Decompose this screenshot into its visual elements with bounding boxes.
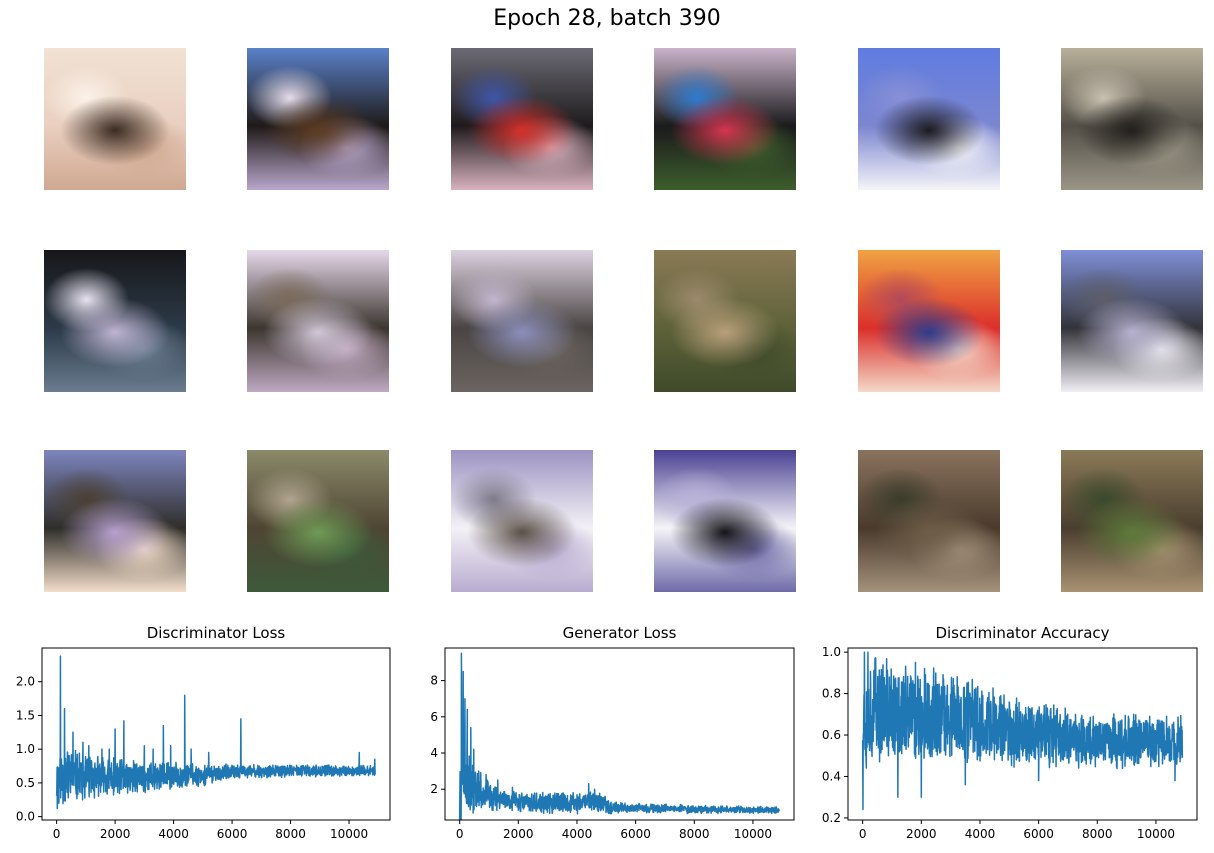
x-tick-label: 2000	[100, 827, 131, 841]
x-tick-label: 10000	[330, 827, 368, 841]
charts-area: Discriminator Loss 0 2000 4000 6000 8000 10000…	[0, 620, 1214, 853]
y-tick-label: 0.4	[822, 769, 841, 783]
x-tick-label: 6000	[620, 827, 651, 841]
chart-title: Discriminator Loss	[147, 624, 286, 642]
x-tick-label: 4000	[965, 827, 996, 841]
generated-sample-14	[247, 450, 389, 592]
generated-sample-15	[451, 450, 593, 592]
y-tick-label: 1.0	[822, 645, 841, 659]
generated-sample-5	[858, 48, 1000, 190]
generated-sample-8	[247, 250, 389, 392]
y-tick-label: 8	[430, 674, 438, 688]
y-tick-label: 0.5	[16, 776, 35, 790]
x-tick-label: 8000	[275, 827, 306, 841]
series-line	[863, 652, 1183, 810]
series-line	[460, 653, 780, 826]
discriminator-loss-chart: Discriminator Loss 0 2000 4000 6000 8000 10000…	[2, 620, 405, 853]
y-tick-label: 0.6	[822, 728, 841, 742]
x-tick-label: 6000	[217, 827, 248, 841]
generated-sample-7	[44, 250, 186, 392]
x-tick-label: 0	[859, 827, 867, 841]
x-tick-label: 10000	[734, 827, 772, 841]
generated-sample-12	[1061, 250, 1203, 392]
generated-sample-1	[44, 48, 186, 190]
y-tick-label: 4	[430, 746, 438, 760]
generated-sample-3	[451, 48, 593, 190]
y-tick-label: 0.2	[822, 811, 841, 825]
y-tick-label: 6	[430, 710, 438, 724]
x-tick-label: 6000	[1023, 827, 1054, 841]
generator-loss-chart: Generator Loss 0 2000 4000 6000 8000 10000 2 4 6 8	[405, 620, 809, 853]
generated-sample-6	[1061, 48, 1203, 190]
discriminator-accuracy-chart: Discriminator Accuracy 0 2000 4000 6000 8000 1…	[808, 620, 1212, 853]
generated-sample-10	[654, 250, 796, 392]
generated-sample-9	[451, 250, 593, 392]
generated-sample-13	[44, 450, 186, 592]
y-tick-label: 1.0	[16, 742, 35, 756]
x-tick-label: 0	[53, 827, 61, 841]
y-tick-label: 2	[430, 782, 438, 796]
x-tick-label: 8000	[1082, 827, 1113, 841]
x-tick-label: 0	[456, 827, 464, 841]
x-tick-label: 10000	[1137, 827, 1175, 841]
generated-sample-4	[654, 48, 796, 190]
sample-image-grid	[44, 48, 1204, 593]
chart-title: Generator Loss	[563, 624, 677, 642]
chart-title: Discriminator Accuracy	[935, 624, 1109, 642]
figure-title: Epoch 28, batch 390	[0, 6, 1214, 31]
generated-sample-16	[654, 450, 796, 592]
series-line	[57, 656, 376, 808]
generated-sample-18	[1061, 450, 1203, 592]
generated-sample-11	[858, 250, 1000, 392]
x-tick-label: 8000	[679, 827, 710, 841]
x-tick-label: 2000	[503, 827, 534, 841]
x-tick-label: 4000	[158, 827, 189, 841]
generated-sample-2	[247, 48, 389, 190]
x-tick-label: 2000	[906, 827, 937, 841]
y-tick-label: 0.0	[16, 810, 35, 824]
generated-sample-17	[858, 450, 1000, 592]
y-tick-label: 0.8	[822, 687, 841, 701]
x-tick-label: 4000	[562, 827, 593, 841]
y-tick-label: 2.0	[16, 675, 35, 689]
y-tick-label: 1.5	[16, 708, 35, 722]
